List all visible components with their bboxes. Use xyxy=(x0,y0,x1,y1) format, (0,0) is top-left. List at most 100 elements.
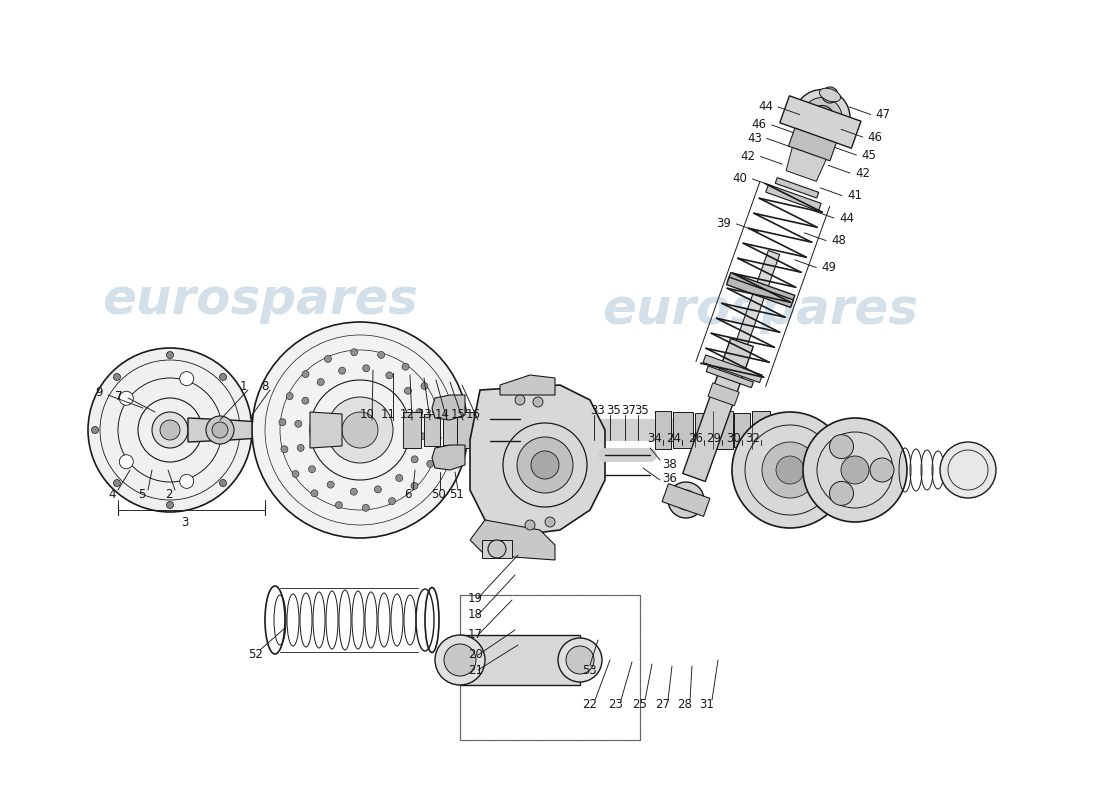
Text: 17: 17 xyxy=(468,629,483,642)
Circle shape xyxy=(119,391,133,406)
Polygon shape xyxy=(786,147,826,182)
Polygon shape xyxy=(780,96,861,148)
Text: 42: 42 xyxy=(740,150,756,163)
Circle shape xyxy=(444,644,476,676)
Text: 29: 29 xyxy=(706,431,722,445)
Circle shape xyxy=(220,374,227,381)
Circle shape xyxy=(388,498,396,505)
Text: 4: 4 xyxy=(108,489,115,502)
Circle shape xyxy=(324,355,331,362)
Text: 40: 40 xyxy=(733,173,747,186)
Circle shape xyxy=(363,365,370,372)
Polygon shape xyxy=(706,366,754,388)
Text: 1: 1 xyxy=(240,379,248,393)
Text: 38: 38 xyxy=(662,458,676,471)
Bar xyxy=(460,595,640,740)
Circle shape xyxy=(829,482,854,506)
Text: 34: 34 xyxy=(648,431,662,445)
Polygon shape xyxy=(470,385,605,535)
Circle shape xyxy=(88,348,252,512)
Text: 41: 41 xyxy=(847,189,862,202)
Text: 37: 37 xyxy=(621,403,636,417)
Circle shape xyxy=(405,387,411,394)
Polygon shape xyxy=(703,355,762,382)
Circle shape xyxy=(301,397,309,404)
Text: 9: 9 xyxy=(95,386,102,399)
Circle shape xyxy=(544,517,556,527)
Circle shape xyxy=(676,490,696,510)
Polygon shape xyxy=(500,375,556,395)
Circle shape xyxy=(396,474,403,482)
Circle shape xyxy=(217,423,231,437)
Text: 30: 30 xyxy=(727,431,741,445)
Circle shape xyxy=(386,372,393,379)
Text: 48: 48 xyxy=(830,234,846,247)
Circle shape xyxy=(940,442,996,498)
Bar xyxy=(482,540,512,558)
Bar xyxy=(456,412,475,448)
Text: 6: 6 xyxy=(404,489,411,502)
Text: 20: 20 xyxy=(468,649,483,662)
Circle shape xyxy=(308,466,316,473)
Polygon shape xyxy=(766,185,822,211)
Circle shape xyxy=(566,646,594,674)
Polygon shape xyxy=(432,395,465,420)
Circle shape xyxy=(351,349,358,356)
Bar xyxy=(460,635,580,685)
Text: 36: 36 xyxy=(662,471,676,485)
Text: 8: 8 xyxy=(261,379,268,393)
Circle shape xyxy=(829,434,854,458)
Circle shape xyxy=(427,460,433,467)
Circle shape xyxy=(179,474,194,488)
Polygon shape xyxy=(789,128,836,161)
Circle shape xyxy=(160,420,180,440)
Circle shape xyxy=(242,426,249,434)
Text: 5: 5 xyxy=(138,489,145,502)
Circle shape xyxy=(411,482,418,490)
Circle shape xyxy=(327,397,393,463)
Text: 49: 49 xyxy=(822,261,836,274)
Text: 44: 44 xyxy=(758,101,773,114)
Polygon shape xyxy=(776,178,818,198)
Polygon shape xyxy=(432,445,465,470)
Circle shape xyxy=(336,502,342,509)
Circle shape xyxy=(402,363,409,370)
Circle shape xyxy=(327,481,334,488)
Bar xyxy=(403,412,421,448)
Circle shape xyxy=(488,540,506,558)
Text: 16: 16 xyxy=(465,409,481,422)
Text: 10: 10 xyxy=(360,409,374,422)
Bar xyxy=(424,414,440,446)
Polygon shape xyxy=(736,250,780,345)
Text: 31: 31 xyxy=(700,698,714,711)
Circle shape xyxy=(810,106,834,130)
Text: eurospares: eurospares xyxy=(602,286,918,334)
Circle shape xyxy=(342,412,378,448)
Bar xyxy=(478,414,494,446)
Text: 23: 23 xyxy=(608,698,624,711)
Circle shape xyxy=(517,437,573,493)
Bar xyxy=(654,411,671,449)
Polygon shape xyxy=(728,273,795,303)
Text: 50: 50 xyxy=(431,489,446,502)
Text: 44: 44 xyxy=(839,211,854,225)
Circle shape xyxy=(152,412,188,448)
Text: 46: 46 xyxy=(751,118,767,131)
Text: 35: 35 xyxy=(634,403,649,417)
Text: 53: 53 xyxy=(582,663,596,677)
Circle shape xyxy=(421,382,428,390)
Text: 43: 43 xyxy=(747,132,762,145)
Circle shape xyxy=(374,486,382,493)
Circle shape xyxy=(432,407,439,414)
Circle shape xyxy=(762,442,818,498)
Circle shape xyxy=(794,90,850,146)
Circle shape xyxy=(339,367,345,374)
Circle shape xyxy=(377,351,385,358)
Circle shape xyxy=(822,87,838,103)
Text: 3: 3 xyxy=(182,515,189,529)
Circle shape xyxy=(113,479,121,486)
Circle shape xyxy=(166,502,174,509)
Circle shape xyxy=(292,470,299,478)
Bar xyxy=(673,412,693,448)
Circle shape xyxy=(816,111,828,123)
